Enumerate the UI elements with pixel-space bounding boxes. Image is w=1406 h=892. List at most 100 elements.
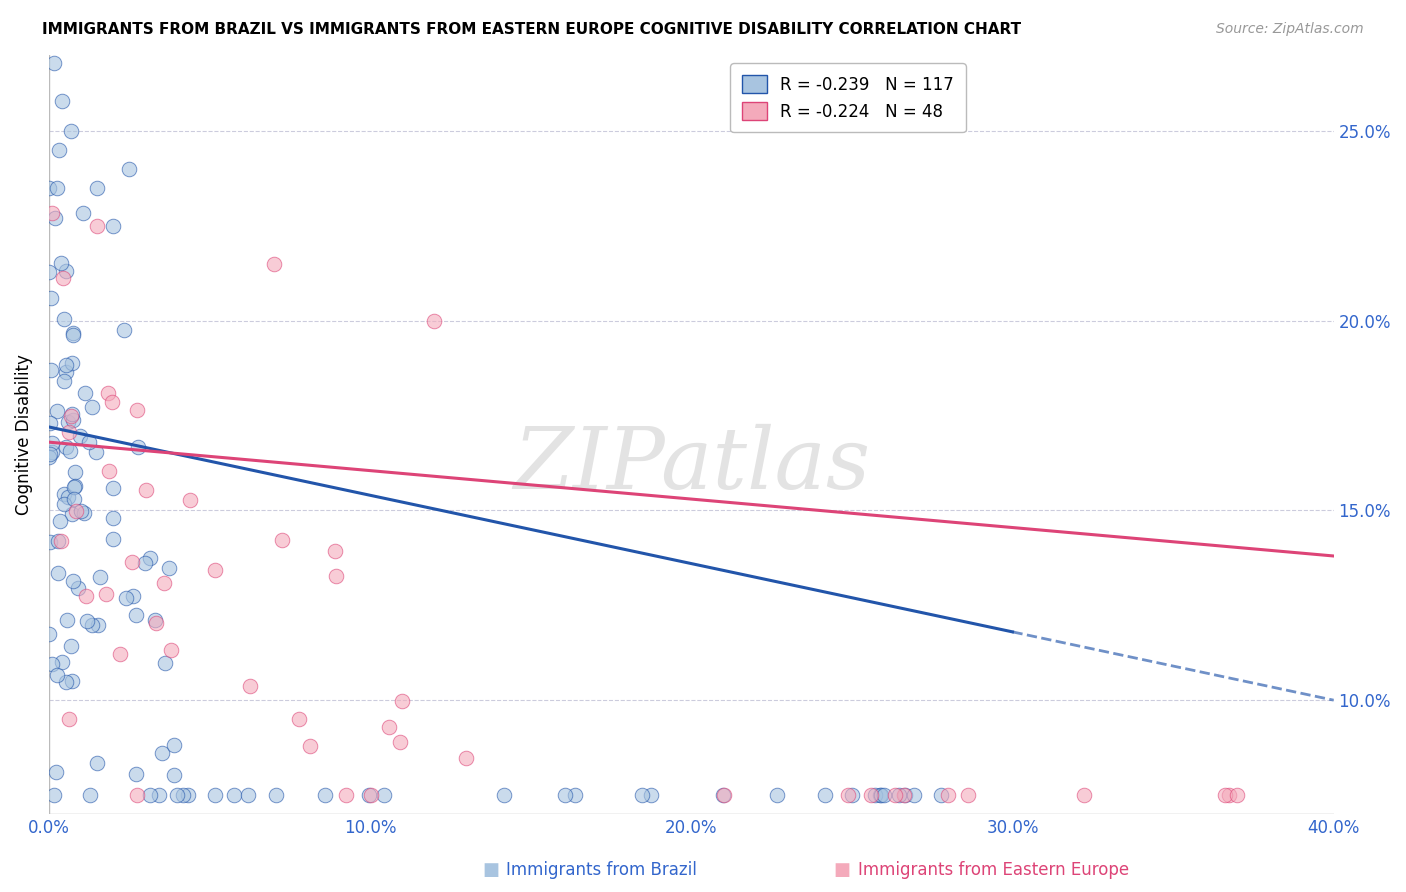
Point — [72, 205, 94, 219]
Point — [138, 788, 160, 802]
Point — [125, 788, 148, 802]
Text: ZIPatlas: ZIPatlas — [513, 424, 870, 507]
Point — [360, 788, 382, 802]
Point — [60, 673, 83, 688]
Point — [103, 481, 125, 495]
Point — [41, 657, 63, 672]
Point — [554, 788, 576, 802]
Point — [264, 788, 287, 802]
Point — [288, 712, 311, 726]
Point — [65, 504, 87, 518]
Point — [62, 326, 84, 340]
Point — [87, 618, 110, 632]
Point — [357, 788, 380, 802]
Point — [108, 647, 131, 661]
Point — [863, 788, 886, 802]
Point — [239, 679, 262, 693]
Point — [58, 712, 80, 726]
Point — [112, 323, 135, 337]
Point — [145, 613, 167, 627]
Point — [41, 445, 63, 459]
Point — [145, 616, 167, 631]
Point — [97, 464, 120, 478]
Point — [323, 544, 346, 558]
Point — [936, 788, 959, 802]
Point — [894, 788, 917, 802]
Point — [492, 788, 515, 802]
Y-axis label: Cognitive Disability: Cognitive Disability — [15, 354, 32, 515]
Point — [51, 94, 73, 108]
Point — [56, 490, 79, 504]
Point — [58, 425, 80, 440]
Point — [148, 788, 170, 802]
Text: Source: ZipAtlas.com: Source: ZipAtlas.com — [1216, 22, 1364, 37]
Point — [79, 788, 101, 802]
Point — [39, 291, 62, 305]
Point — [100, 395, 122, 409]
Point — [62, 356, 84, 370]
Point — [630, 788, 652, 802]
Point — [859, 788, 882, 802]
Point — [51, 533, 73, 548]
Point — [1073, 788, 1095, 802]
Point — [125, 402, 148, 417]
Point — [82, 618, 104, 632]
Point — [52, 270, 75, 285]
Point — [893, 788, 915, 802]
Point — [903, 788, 925, 802]
Point — [63, 492, 86, 507]
Point — [152, 575, 174, 590]
Point — [157, 561, 180, 575]
Point — [766, 788, 789, 802]
Point — [72, 506, 94, 520]
Point — [103, 511, 125, 525]
Point — [45, 765, 67, 780]
Point — [53, 497, 76, 511]
Point — [55, 365, 77, 379]
Point — [38, 534, 60, 549]
Point — [60, 639, 83, 653]
Point — [65, 478, 87, 492]
Point — [60, 507, 83, 521]
Point — [46, 533, 69, 548]
Point — [172, 788, 194, 802]
Point — [94, 587, 117, 601]
Point — [163, 738, 186, 752]
Point — [86, 181, 108, 195]
Point — [75, 385, 97, 400]
Point — [163, 768, 186, 782]
Point — [160, 642, 183, 657]
Point — [39, 363, 62, 377]
Point — [125, 767, 148, 781]
Point — [38, 417, 60, 431]
Point — [46, 180, 69, 194]
Point — [62, 408, 84, 422]
Point — [263, 257, 285, 271]
Point — [134, 556, 156, 570]
Point — [873, 788, 896, 802]
Point — [640, 788, 662, 802]
Point — [456, 751, 478, 765]
Point — [55, 264, 77, 278]
Point — [713, 788, 735, 802]
Point — [1218, 788, 1240, 802]
Point — [38, 450, 60, 464]
Point — [49, 255, 72, 269]
Point — [55, 674, 77, 689]
Point — [713, 788, 735, 802]
Text: Immigrants from Brazil: Immigrants from Brazil — [506, 861, 697, 879]
Point — [67, 581, 90, 595]
Point — [929, 788, 952, 802]
Point — [127, 440, 149, 454]
Point — [204, 788, 226, 802]
Point — [114, 591, 136, 606]
Point — [179, 493, 201, 508]
Point — [1226, 788, 1249, 802]
Point — [97, 386, 120, 401]
Point — [122, 589, 145, 603]
Point — [335, 788, 357, 802]
Point — [222, 788, 245, 802]
Point — [236, 788, 259, 802]
Point — [52, 374, 75, 388]
Point — [44, 55, 66, 70]
